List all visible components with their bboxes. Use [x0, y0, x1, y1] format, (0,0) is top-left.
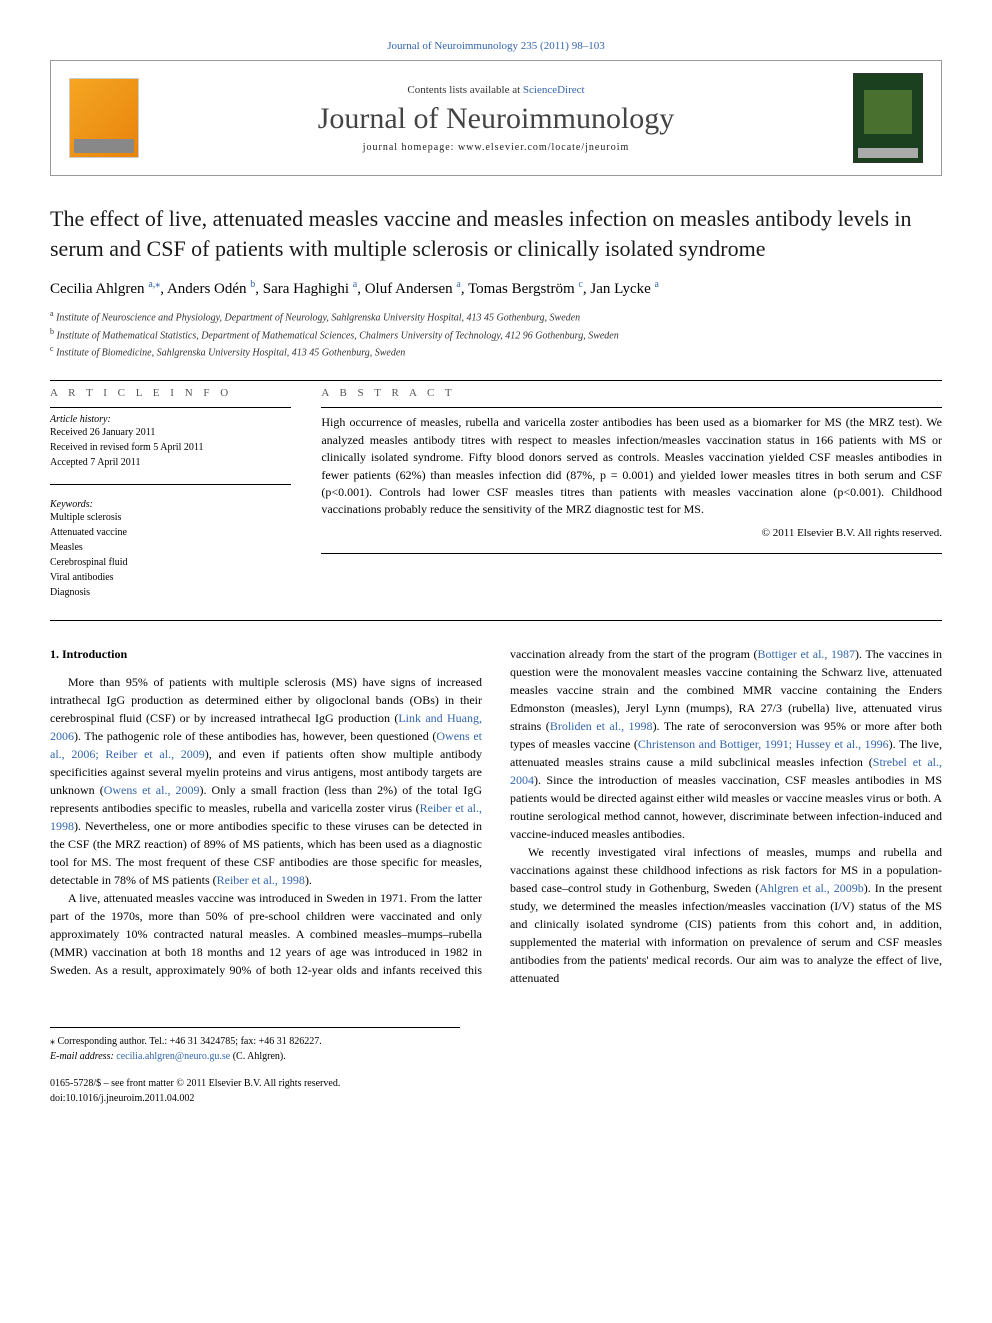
sciencedirect-link[interactable]: ScienceDirect — [523, 84, 585, 96]
email-label: E-mail address: — [50, 1051, 116, 1062]
author-list: Cecilia Ahlgren a,⁎, Anders Odén b, Sara… — [50, 279, 942, 298]
author: Oluf Andersen a — [365, 281, 461, 297]
email-link[interactable]: cecilia.ahlgren@neuro.gu.se — [116, 1051, 230, 1062]
divider — [50, 407, 291, 408]
abstract-col: A B S T R A C T High occurrence of measl… — [321, 387, 942, 600]
journal-name: Journal of Neuroimmunology — [159, 102, 833, 136]
history-item: Received in revised form 5 April 2011 — [50, 440, 291, 455]
body-paragraph: We recently investigated viral infection… — [510, 843, 942, 987]
email-author-name: (C. Ahlgren). — [230, 1051, 286, 1062]
journal-cover-thumbnail — [853, 73, 923, 163]
corresponding-marker: ⁎ — [155, 279, 160, 290]
affiliation: a Institute of Neuroscience and Physiolo… — [50, 308, 942, 325]
article-info-col: A R T I C L E I N F O Article history: R… — [50, 387, 291, 600]
body-paragraph: More than 95% of patients with multiple … — [50, 673, 482, 889]
author: Anders Odén b — [167, 281, 255, 297]
keyword: Cerebrospinal fluid — [50, 555, 291, 570]
abstract-head: A B S T R A C T — [321, 387, 942, 399]
citation-link[interactable]: Christenson and Bottiger, 1991; Hussey e… — [638, 737, 889, 751]
affiliation: c Institute of Biomedicine, Sahlgrenska … — [50, 343, 942, 360]
doi-line: doi:10.1016/j.jneuroim.2011.04.002 — [50, 1091, 942, 1106]
affiliation: b Institute of Mathematical Statistics, … — [50, 326, 942, 343]
keyword: Attenuated vaccine — [50, 525, 291, 540]
meta-abstract-row: A R T I C L E I N F O Article history: R… — [50, 387, 942, 600]
divider — [321, 407, 942, 408]
header-center: Contents lists available at ScienceDirec… — [139, 84, 853, 153]
author: Sara Haghighi a — [263, 281, 357, 297]
elsevier-logo — [69, 78, 139, 158]
history-label: Article history: — [50, 414, 291, 425]
homepage-prefix: journal homepage: — [363, 142, 458, 153]
divider — [50, 380, 942, 381]
divider — [50, 620, 942, 621]
keyword: Multiple sclerosis — [50, 510, 291, 525]
corresponding-author-footer: ⁎ Corresponding author. Tel.: +46 31 342… — [50, 1027, 460, 1064]
front-matter-line: 0165-5728/$ – see front matter © 2011 El… — [50, 1076, 942, 1091]
citation-link[interactable]: Owens et al., 2009 — [104, 783, 200, 797]
email-line: E-mail address: cecilia.ahlgren@neuro.gu… — [50, 1049, 460, 1064]
divider — [321, 553, 942, 554]
author: Jan Lycke a — [590, 281, 659, 297]
section-title-introduction: 1. Introduction — [50, 645, 482, 663]
body-columns: 1. Introduction More than 95% of patient… — [50, 645, 942, 987]
doi-footer: 0165-5728/$ – see front matter © 2011 El… — [50, 1076, 942, 1106]
citation-link[interactable]: Broliden et al., 1998 — [550, 719, 653, 733]
keywords-label: Keywords: — [50, 499, 291, 510]
divider — [50, 484, 291, 485]
history-item: Received 26 January 2011 — [50, 425, 291, 440]
contents-prefix: Contents lists available at — [407, 84, 522, 96]
citation-link[interactable]: Bottiger et al., 1987 — [758, 647, 856, 661]
abstract-copyright: © 2011 Elsevier B.V. All rights reserved… — [321, 527, 942, 539]
contents-line: Contents lists available at ScienceDirec… — [159, 84, 833, 96]
homepage-url: www.elsevier.com/locate/jneuroim — [458, 142, 629, 153]
article-title: The effect of live, attenuated measles v… — [50, 204, 942, 263]
article-info-head: A R T I C L E I N F O — [50, 387, 291, 399]
abstract-text: High occurrence of measles, rubella and … — [321, 414, 942, 518]
author: Cecilia Ahlgren a,⁎ — [50, 281, 160, 297]
keyword: Measles — [50, 540, 291, 555]
citation-link[interactable]: Ahlgren et al., 2009b — [759, 881, 864, 895]
citation-link[interactable]: Reiber et al., 1998 — [217, 873, 305, 887]
running-header: Journal of Neuroimmunology 235 (2011) 98… — [50, 40, 942, 52]
keyword: Viral antibodies — [50, 570, 291, 585]
homepage-line: journal homepage: www.elsevier.com/locat… — [159, 142, 833, 153]
keyword: Diagnosis — [50, 585, 291, 600]
citation-text: Journal of Neuroimmunology 235 (2011) 98… — [387, 40, 604, 52]
affiliations: a Institute of Neuroscience and Physiolo… — [50, 308, 942, 360]
history-item: Accepted 7 April 2011 — [50, 455, 291, 470]
author: Tomas Bergström c — [468, 281, 583, 297]
corr-author-line: ⁎ Corresponding author. Tel.: +46 31 342… — [50, 1034, 460, 1049]
journal-header-box: Contents lists available at ScienceDirec… — [50, 60, 942, 176]
